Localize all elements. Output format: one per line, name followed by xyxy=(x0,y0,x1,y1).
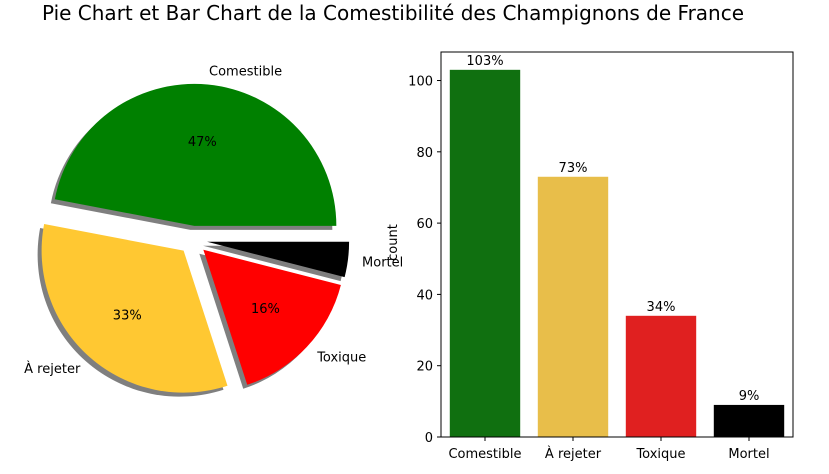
bar-comestible xyxy=(449,69,521,438)
pie-slice-toxique xyxy=(203,249,341,385)
pie-slice-mortel xyxy=(207,241,350,278)
y-tick-label: 80 xyxy=(416,146,433,161)
y-tick-label: 0 xyxy=(425,431,433,446)
bar-toxique xyxy=(625,315,697,437)
x-tick-label-mortel: Mortel xyxy=(728,447,769,462)
figure-title: Pie Chart et Bar Chart de la Comestibili… xyxy=(41,1,745,25)
pie-label-a-rejeter: À rejeter xyxy=(24,361,81,377)
bar-value-label-mortel: 9% xyxy=(739,389,760,404)
pie-slice-a-rejeter xyxy=(41,224,228,393)
x-tick-label-comestible: Comestible xyxy=(448,447,521,462)
pie-pct-comestible: 47% xyxy=(188,135,217,150)
bar-value-label-a-rejeter: 73% xyxy=(559,161,588,176)
y-tick-label: 20 xyxy=(416,360,433,375)
x-tick-label-a-rejeter: À rejeter xyxy=(545,446,602,462)
pie-chart: Comestible 47% À rejeter 33% Toxique 16% Morte… xyxy=(24,64,403,397)
pie-pct-a-rejeter: 33% xyxy=(113,309,142,324)
x-tick-label-toxique: Toxique xyxy=(635,447,685,462)
bar-axes-frame xyxy=(440,51,794,438)
y-tick-label: 100 xyxy=(408,75,433,90)
y-tick-label: 40 xyxy=(416,288,433,303)
bar-mortel xyxy=(713,404,785,437)
bar-a-rejeter xyxy=(537,176,609,437)
pie-label-toxique: Toxique xyxy=(316,351,366,366)
y-tick-label: 60 xyxy=(416,217,433,232)
bar-value-label-comestible: 103% xyxy=(466,54,503,69)
y-axis-label: count xyxy=(386,224,401,261)
bar-value-label-toxique: 34% xyxy=(647,300,676,315)
pie-label-comestible: Comestible xyxy=(209,64,282,79)
pie-wedges: Comestible 47% À rejeter 33% Toxique 16% Morte… xyxy=(24,64,403,393)
pie-slice-comestible xyxy=(54,83,337,226)
pie-pct-toxique: 16% xyxy=(251,302,280,317)
pie-label-mortel: Mortel xyxy=(362,255,403,270)
bar-chart: 103% Comestible 73% À rejeter 34% Toxique 9% Mo… xyxy=(386,51,794,462)
